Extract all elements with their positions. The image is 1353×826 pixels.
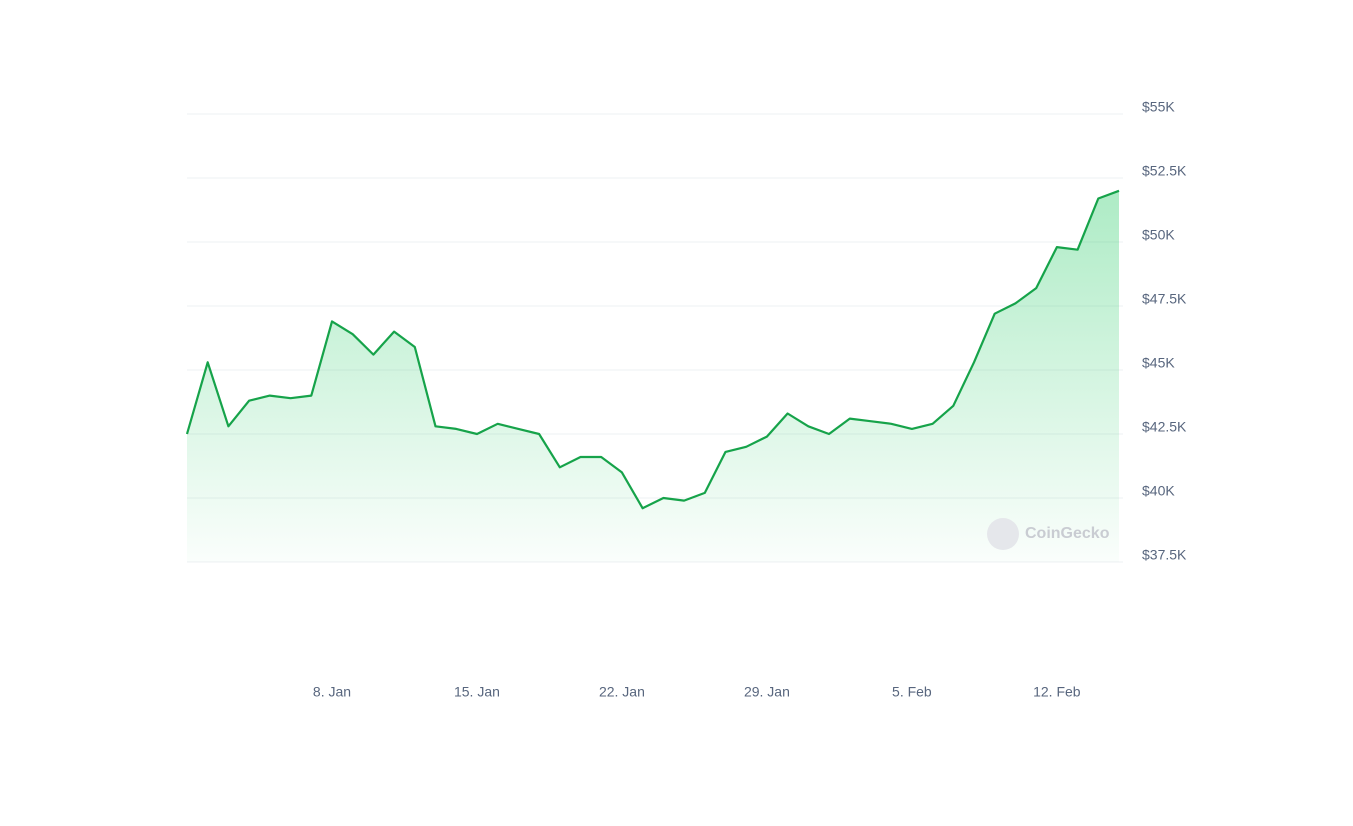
x-tick-label: 5. Feb bbox=[892, 684, 932, 700]
watermark-text: CoinGecko bbox=[1025, 525, 1110, 542]
watermark-logo bbox=[987, 518, 1019, 550]
area bbox=[187, 190, 1119, 563]
y-tick-label: $37.5K bbox=[1142, 547, 1187, 563]
x-tick-label: 12. Feb bbox=[1033, 684, 1081, 700]
x-tick-label: 15. Jan bbox=[454, 684, 500, 700]
y-tick-label: $50K bbox=[1142, 227, 1175, 243]
x-tick-label: 22. Jan bbox=[599, 684, 645, 700]
y-tick-label: $45K bbox=[1142, 355, 1175, 371]
x-tick-label: 29. Jan bbox=[744, 684, 790, 700]
watermark: CoinGecko bbox=[987, 518, 1110, 550]
x-tick-label: 8. Jan bbox=[313, 684, 351, 700]
y-tick-label: $40K bbox=[1142, 483, 1175, 499]
y-tick-label: $42.5K bbox=[1142, 419, 1187, 435]
y-tick-label: $52.5K bbox=[1142, 163, 1187, 179]
price-line bbox=[185, 189, 1120, 510]
y-tick-label: $47.5K bbox=[1142, 291, 1187, 307]
y-tick-label: $55K bbox=[1142, 99, 1175, 115]
